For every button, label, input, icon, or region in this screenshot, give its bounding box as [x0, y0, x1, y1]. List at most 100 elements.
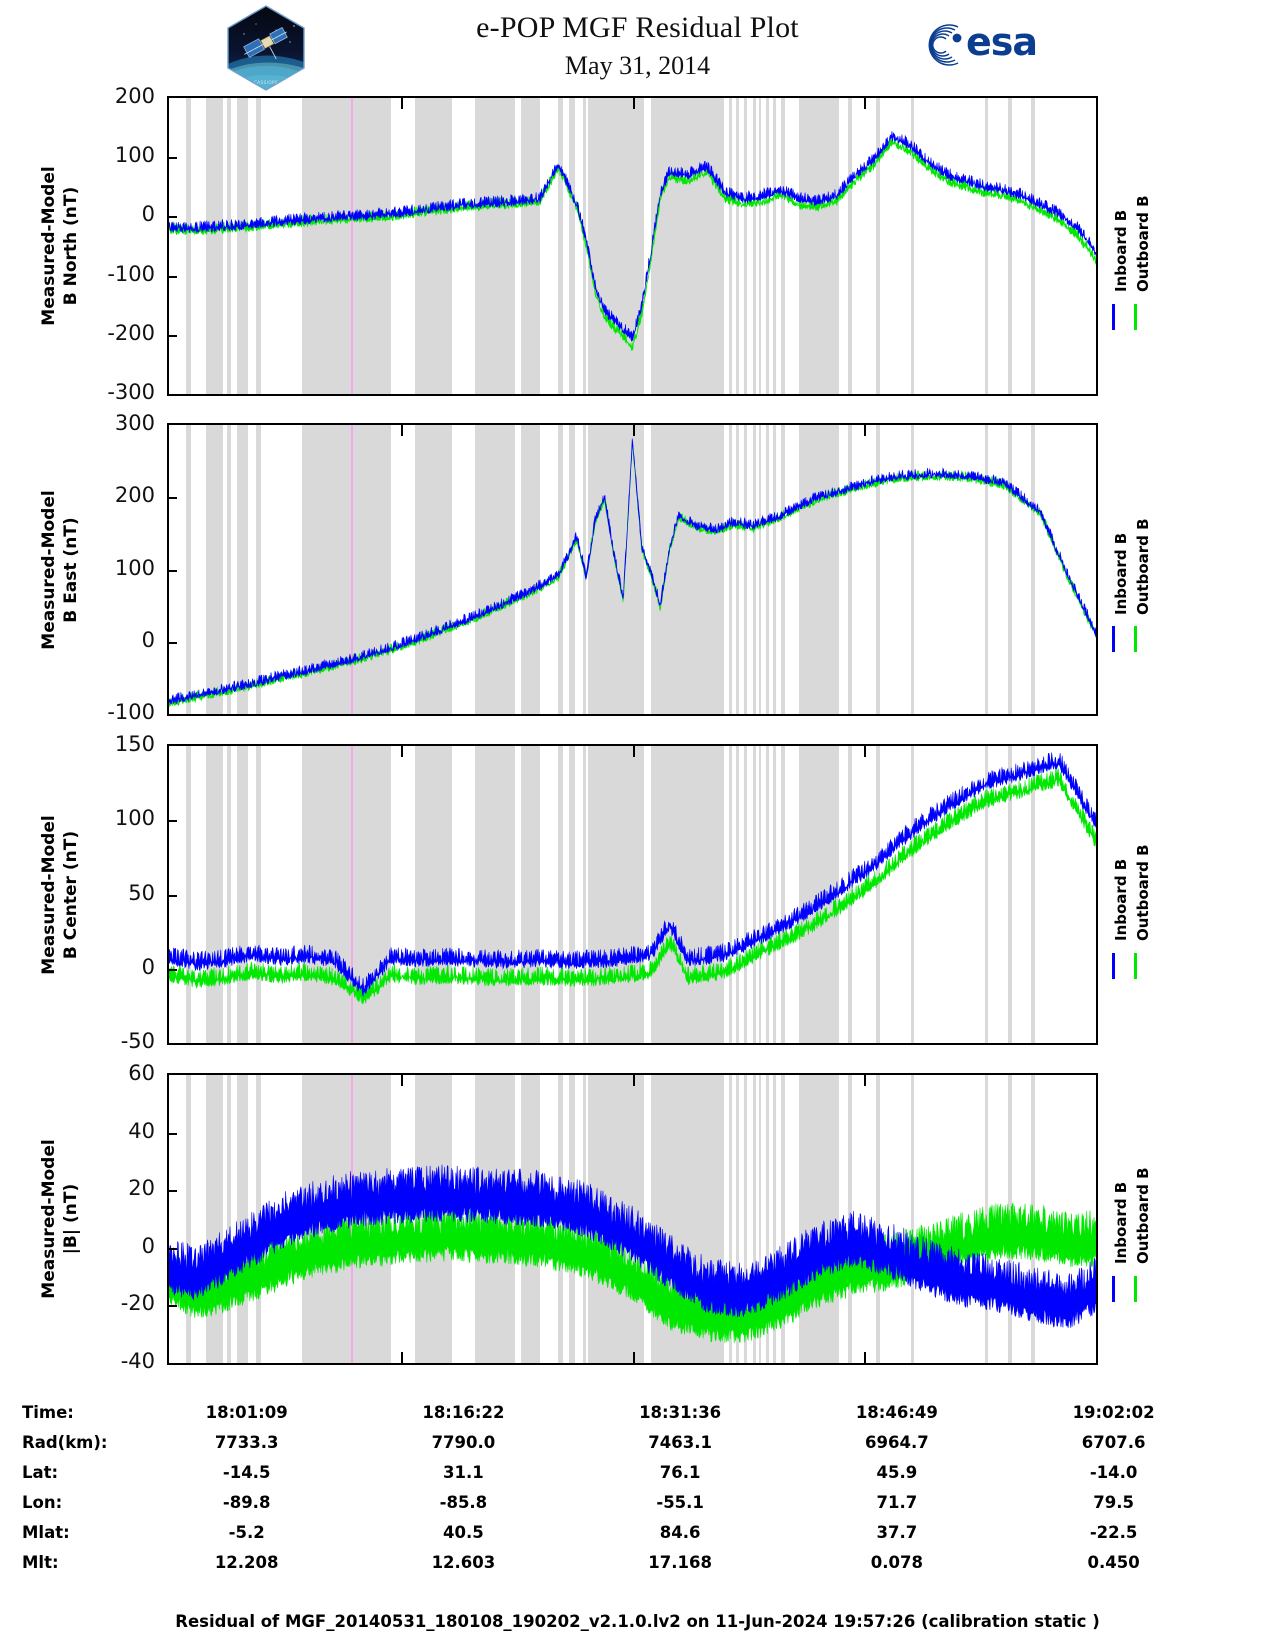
event-band [697, 98, 702, 394]
event-band [651, 1075, 655, 1363]
table-cell: -85.8 [439, 1493, 488, 1512]
event-band [773, 746, 777, 1043]
y-tick-label: -300 [107, 380, 155, 404]
event-band [498, 1075, 506, 1363]
event-band [558, 746, 563, 1043]
y-axis-title-line1: Measured-Model [39, 489, 59, 650]
event-band [753, 98, 756, 394]
x-tick-mark-bottom [400, 1352, 403, 1363]
event-band [765, 746, 769, 1043]
event-band [910, 1075, 915, 1363]
event-band [780, 98, 785, 394]
y-axis-title-line2: B Center (nT) [61, 830, 81, 959]
event-band [758, 746, 762, 1043]
table-cell: 7463.1 [648, 1433, 712, 1452]
table-cell: 7790.0 [431, 1433, 496, 1452]
e-pop-mission-logo-icon: CASSIOPE [224, 4, 308, 92]
table-cell: -14.0 [1089, 1463, 1138, 1482]
event-band [256, 1075, 261, 1363]
legend-swatch-outboard [1134, 1275, 1137, 1302]
y-tick-label: 40 [128, 1118, 155, 1143]
y-tick-mark [167, 157, 177, 160]
event-band [876, 746, 880, 1043]
x-tick-mark-top [400, 1075, 403, 1086]
svg-text:CASSIOPE: CASSIOPE [254, 80, 278, 85]
title-block: e-POP MGF Residual Plot May 31, 2014 [0, 8, 1275, 84]
event-band [533, 98, 540, 394]
event-band [676, 425, 681, 714]
y-tick-mark [167, 1190, 177, 1193]
x-tick-mark-top [632, 98, 635, 109]
table-row: Lat: -14.5 31.1 76.1 45.9 -14.0 [22, 1458, 1222, 1488]
table-cell: 18:01:09 [205, 1403, 288, 1422]
event-band [227, 1075, 232, 1363]
table-cell: -5.2 [228, 1523, 265, 1542]
event-band [773, 98, 777, 394]
y-tick-mark [167, 1247, 177, 1250]
table-cell: 7733.3 [214, 1433, 279, 1452]
event-band [780, 746, 785, 1043]
event-band [984, 98, 989, 394]
event-band [236, 425, 248, 714]
event-band [608, 425, 612, 714]
table-row: Mlt: 12.208 12.603 17.168 0.078 0.450 [22, 1548, 1222, 1578]
y-axis-title-line2: |B| (nT) [61, 1183, 81, 1255]
event-band [615, 98, 619, 394]
table-row-label: Rad(km): [22, 1433, 108, 1452]
table-cell: 31.1 [443, 1463, 484, 1482]
table-cell: 37.7 [876, 1523, 918, 1542]
y-tick-label: 60 [128, 1061, 155, 1085]
event-band [712, 98, 715, 394]
event-band [608, 98, 612, 394]
event-band [660, 425, 664, 714]
y-tick-label: 300 [114, 411, 155, 435]
event-band [712, 425, 715, 714]
table-row: Time: 18:01:09 18:16:22 18:31:36 18:46:49 19:… [22, 1398, 1222, 1428]
event-band [1031, 746, 1035, 1043]
table-cell: 6707.6 [1081, 1433, 1146, 1452]
event-band [984, 425, 989, 714]
event-band [743, 98, 747, 394]
event-band [728, 98, 732, 394]
page-header: CASSIOPE e-POP MGF Residual Plot May 31,… [0, 0, 1275, 92]
trace-inboard-b [169, 131, 1096, 342]
event-band [697, 1075, 702, 1363]
trace-inboard-b [169, 1164, 1096, 1328]
event-band [599, 98, 602, 394]
event-band [533, 746, 540, 1043]
event-band [498, 746, 506, 1043]
y-axis-title-line1: Measured-Model [39, 814, 59, 975]
legend-panel-2: Inboard B Outboard B [1106, 433, 1166, 706]
legend-swatch-inboard [1112, 952, 1115, 979]
legend-label-inboard: Inboard B [1112, 1181, 1130, 1265]
y-tick-label: -100 [107, 261, 155, 286]
y-tick-label: 200 [114, 483, 155, 508]
event-band [651, 425, 655, 714]
legend-label-outboard: Outboard B [1134, 844, 1152, 941]
table-cell: 12.603 [431, 1553, 496, 1572]
event-band [256, 746, 261, 1043]
event-band [984, 746, 989, 1043]
trace-group-1 [169, 98, 1096, 394]
event-band [206, 425, 223, 714]
y-tick-mark [167, 334, 177, 337]
trace-inboard-b [169, 438, 1096, 705]
table-cell: 76.1 [659, 1463, 701, 1482]
y-tick-label: 100 [114, 806, 155, 831]
event-band [780, 425, 785, 714]
x-tick-mark-bottom [632, 1352, 635, 1363]
table-cell: 18:46:49 [855, 1403, 938, 1422]
event-band [185, 98, 192, 394]
event-band [256, 425, 261, 714]
table-row-label: Mlt: [22, 1553, 59, 1572]
event-band [910, 98, 915, 394]
legend-label-inboard: Inboard B [1112, 209, 1130, 292]
event-band [765, 425, 769, 714]
y-axis-title-line1: Measured-Model [39, 1139, 59, 1299]
event-band [521, 425, 537, 714]
table-cell: 18:16:22 [422, 1403, 505, 1422]
y-tick-label: 150 [114, 732, 155, 756]
table-cell: 0.078 [870, 1553, 923, 1572]
event-band [227, 425, 232, 714]
event-band [758, 425, 762, 714]
